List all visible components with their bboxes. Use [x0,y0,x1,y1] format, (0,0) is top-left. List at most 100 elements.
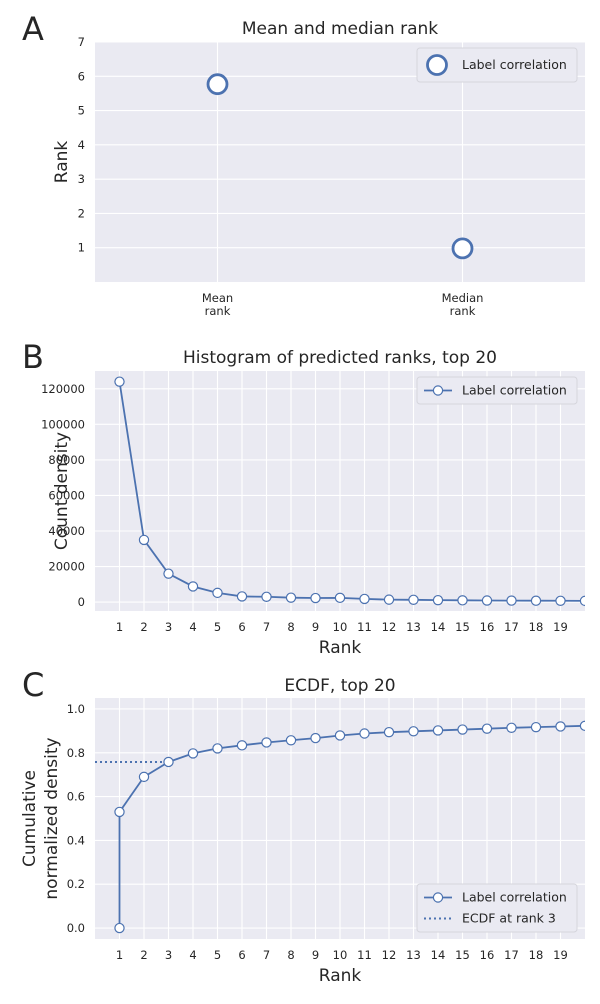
x-tick-label: 4 [189,948,196,962]
data-point [383,594,395,605]
data-point [187,748,199,759]
legend-label: ECDF at rank 3 [462,911,556,926]
x-tick-label: 10 [333,948,348,962]
data-point [212,587,223,599]
x-tick-label: 11 [357,948,372,962]
data-point [457,595,468,606]
y-tick-label: 7 [78,35,85,49]
data-point [555,721,566,732]
x-tick-label: 17 [504,948,519,962]
x-tick-label: 10 [333,620,348,634]
data-layer [114,376,585,607]
data-point [451,237,474,260]
x-tick-label: 3 [165,948,172,962]
x-tick-label: 15 [455,620,470,634]
data-point [432,725,444,736]
y-tick-label: 0.2 [67,877,85,891]
x-tick-label: Mean rank [202,291,233,318]
data-point [334,730,346,741]
x-tick-label: 1 [116,620,123,634]
y-tick-label: 6 [78,69,85,83]
data-layer [206,73,474,260]
data-point [212,743,223,754]
panel-letter: C [22,666,44,704]
y-tick-label: 0 [78,595,85,609]
chart-title: Mean and median rank [242,19,438,39]
data-point [432,594,444,606]
x-tick-label: 9 [312,620,319,634]
y-tick-label: 5 [78,104,85,118]
data-point [261,737,272,748]
data-point [261,591,272,602]
x-tick-label: 5 [214,620,221,634]
x-tick-label: 12 [382,948,397,962]
chart-title: ECDF, top 20 [284,676,395,696]
y-tick-label: 120000 [41,382,85,396]
data-layer [95,720,585,934]
data-point [359,593,370,605]
data-point [457,724,468,735]
x-tick-label: 16 [480,948,495,962]
y-tick-label: 40000 [48,524,85,538]
data-point [579,720,585,732]
y-tick-label: 0.0 [67,921,85,935]
x-tick-label: Median rank [442,291,484,318]
y-axis-label: Rank [52,141,72,184]
y-tick-label: 100000 [41,417,85,431]
data-point [383,726,395,738]
x-tick-label: 2 [140,948,147,962]
x-tick-label: 16 [480,620,495,634]
data-point [408,594,419,606]
data-point [206,73,229,96]
y-tick-label: 0.6 [67,790,85,804]
data-point [114,376,125,387]
x-tick-label: 2 [140,620,147,634]
data-point [285,735,297,746]
x-tick-label: 7 [263,948,270,962]
x-tick-label: 14 [431,620,446,634]
x-tick-label: 6 [238,948,245,962]
panel-letter: B [22,338,44,376]
x-tick-label: 9 [312,948,319,962]
data-point [408,726,419,737]
data-point [187,581,199,592]
data-point [163,756,174,768]
x-tick-label: 3 [165,620,172,634]
y-axis-label: Cumulative normalized density [20,737,62,899]
legend: Label correlation ECDF at rank 3 [416,883,578,933]
x-axis-label: Rank [319,638,362,658]
data-point [579,595,585,607]
legend-box [416,883,578,933]
data-point [310,592,321,604]
x-tick-label: 12 [382,620,397,634]
legend-label: Label correlation [462,890,567,905]
legend-marker [426,54,448,76]
y-tick-label: 4 [78,138,85,152]
data-point [163,568,174,579]
y-tick-label: 1 [78,241,85,255]
y-tick-label: 0.4 [67,833,85,847]
data-point [481,723,493,734]
data-point [236,591,248,602]
legend: Label correlation [416,376,578,405]
data-point [114,922,125,934]
legend-marker [432,892,444,903]
data-point [334,592,346,604]
data-point [114,806,125,818]
y-tick-label: 2 [78,206,85,220]
x-tick-label: 5 [214,948,221,962]
y-tick-label: 3 [78,172,85,186]
y-tick-label: 80000 [48,453,85,467]
data-point [555,595,566,606]
data-point [530,595,542,606]
x-tick-label: 14 [431,948,446,962]
x-tick-label: 13 [406,620,421,634]
data-point [530,721,542,733]
data-point [506,722,517,733]
legend-box [416,47,578,83]
x-tick-label: 6 [238,620,245,634]
data-point [236,740,248,751]
y-axis-label: Count density [52,432,72,550]
